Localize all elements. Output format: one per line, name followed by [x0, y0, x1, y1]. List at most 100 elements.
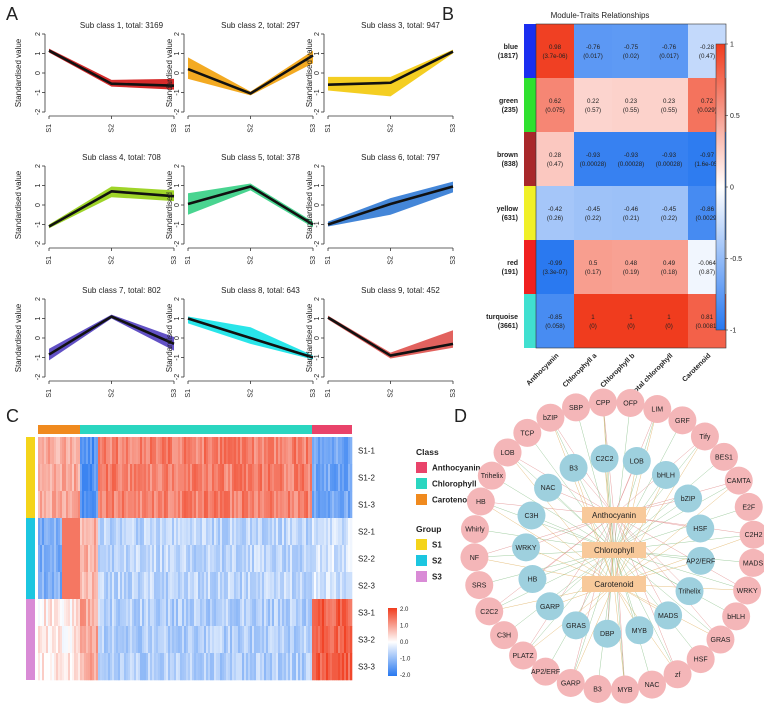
heatmap-cell [58, 518, 61, 546]
heatmap-cell [104, 626, 107, 654]
heatmap-cell [154, 653, 157, 681]
heatmap-cell [60, 464, 63, 492]
heatmap-cell [176, 437, 179, 465]
heatmap-cell [88, 491, 91, 519]
heatmap-cell [140, 545, 143, 573]
heatmap-cell [152, 626, 155, 654]
heatmap-cell [222, 437, 225, 465]
cell-pvalue: (0.017) [659, 53, 679, 60]
heatmap-cell [42, 599, 45, 627]
heatmap-cell [122, 599, 125, 627]
heatmap-cell [136, 653, 139, 681]
heatmap-cell [118, 653, 121, 681]
heatmap-cell [204, 572, 207, 600]
heatmap-cell [68, 653, 71, 681]
heatmap-cell [102, 626, 105, 654]
heatmap-cell [122, 464, 125, 492]
heatmap-cell [264, 464, 267, 492]
group-legend-swatch [416, 539, 427, 550]
heatmap-cell [108, 464, 111, 492]
heatmap-cell [324, 572, 327, 600]
heatmap-cell [210, 653, 213, 681]
heatmap-cell [272, 599, 275, 627]
heatmap-cell [342, 599, 345, 627]
heatmap-cell [334, 626, 337, 654]
heatmap-cell [186, 545, 189, 573]
cell-pvalue: (0.0029) [695, 215, 718, 222]
heatmap-cell [132, 464, 135, 492]
heatmap-cell [236, 464, 239, 492]
cell-pvalue: (0.18) [661, 269, 677, 276]
heatmap-cell [264, 518, 267, 546]
heatmap-cell [198, 464, 201, 492]
heatmap-cell [80, 626, 83, 654]
heatmap-cell [170, 491, 173, 519]
heatmap-cell [90, 626, 93, 654]
heatmap-cell [260, 626, 263, 654]
outer-node [556, 668, 585, 697]
heatmap-cell [348, 464, 351, 492]
heatmap-cell [612, 186, 650, 240]
x-tick-label: S3 [450, 124, 457, 133]
heatmap-cell [160, 599, 163, 627]
heatmap-cell [326, 437, 329, 465]
inner-node [512, 533, 541, 562]
heatmap-cell [66, 626, 69, 654]
heatmap-cell [64, 518, 67, 546]
outer-node [589, 388, 618, 417]
heatmap-cell [38, 572, 41, 600]
heatmap-cell [146, 653, 149, 681]
heatmap-cell [282, 464, 285, 492]
heatmap-cell [252, 626, 255, 654]
heatmap-cell [50, 572, 53, 600]
heatmap-cell [124, 572, 127, 600]
heatmap-cell [198, 437, 201, 465]
heatmap-cell [198, 572, 201, 600]
heatmap-cell [302, 599, 305, 627]
heatmap-cell [348, 653, 351, 681]
heatmap-cell [316, 572, 319, 600]
network-edge [613, 474, 667, 585]
heatmap-cell [222, 464, 225, 492]
heatmap-cell [116, 518, 119, 546]
scale-tick-label: -1.0 [400, 657, 411, 663]
panel-label-d: D [454, 406, 467, 426]
heatmap-cell [220, 626, 223, 654]
heatmap-cell [324, 545, 327, 573]
heatmap-cell [186, 437, 189, 465]
heatmap-cell [320, 464, 323, 492]
cell-pvalue: (0) [627, 323, 635, 330]
heatmap-cell [184, 545, 187, 573]
heatmap-cell [100, 491, 103, 519]
heatmap-cell [308, 572, 311, 600]
heatmap-cell [252, 545, 255, 573]
heatmap-cell [78, 626, 81, 654]
heatmap-cell [268, 626, 271, 654]
y-tick-label: 0 [35, 336, 42, 340]
heatmap-cell [324, 437, 327, 465]
heatmap-cell [74, 626, 77, 654]
heatmap-cell [322, 626, 325, 654]
heatmap-cell [262, 626, 265, 654]
heatmap-cell [338, 518, 341, 546]
heatmap-cell [324, 653, 327, 681]
outer-node-label: LIM [651, 407, 663, 414]
heatmap-cell [40, 491, 43, 519]
heatmap-cell [170, 626, 173, 654]
heatmap-cell [112, 437, 115, 465]
heatmap-cell [218, 599, 221, 627]
heatmap-cell [122, 437, 125, 465]
heatmap-cell [246, 464, 249, 492]
heatmap-cell [94, 491, 97, 519]
heatmap-cell [130, 572, 133, 600]
cell-correlation: -0.45 [662, 206, 677, 213]
heatmap-cell [340, 572, 343, 600]
heatmap-cell [118, 572, 121, 600]
y-axis-label: Standardised value [305, 170, 314, 239]
heatmap-cell [196, 545, 199, 573]
heatmap-cell [332, 653, 335, 681]
heatmap-cell [348, 599, 351, 627]
heatmap-cell [180, 572, 183, 600]
heatmap-cell [174, 464, 177, 492]
color-scale-bar [715, 43, 726, 331]
